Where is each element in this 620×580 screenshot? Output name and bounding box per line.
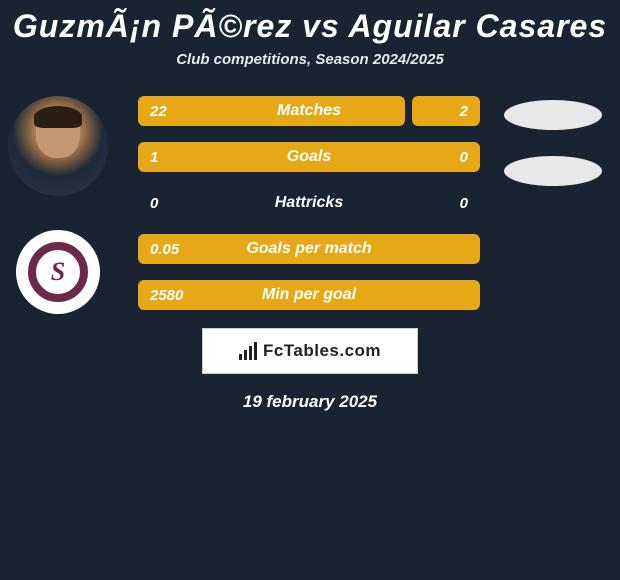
right-placeholder-column bbox=[504, 100, 602, 186]
club-badge: S bbox=[16, 230, 100, 314]
stat-right-bar: 2 bbox=[412, 96, 480, 126]
club-badge-letter: S bbox=[51, 257, 65, 287]
stat-row: 10Goals bbox=[138, 142, 480, 172]
stat-right-value: 0 bbox=[460, 149, 468, 166]
bar-chart-icon bbox=[239, 342, 257, 360]
club-badge-inner: S bbox=[28, 242, 88, 302]
date-text: 19 february 2025 bbox=[0, 392, 620, 412]
stat-right-value: 0 bbox=[450, 188, 480, 218]
player-avatar bbox=[8, 96, 108, 196]
placeholder-ellipse bbox=[504, 100, 602, 130]
stat-row: 00Hattricks bbox=[138, 188, 480, 218]
stat-left-value: 1 bbox=[150, 149, 158, 166]
stat-full-bar: 0.05 bbox=[138, 234, 480, 264]
page-title: GuzmÃ¡n PÃ©rez vs Aguilar Casares bbox=[0, 0, 620, 51]
stat-row: 2580Min per goal bbox=[138, 280, 480, 310]
placeholder-ellipse bbox=[504, 156, 602, 186]
left-avatar-column: S bbox=[8, 96, 108, 314]
stat-left-bar: 22 bbox=[138, 96, 405, 126]
stat-left-value: 0.05 bbox=[150, 241, 179, 258]
stat-rows: 222Matches10Goals00Hattricks0.05Goals pe… bbox=[138, 96, 480, 310]
page-subtitle: Club competitions, Season 2024/2025 bbox=[0, 51, 620, 96]
stat-left-value: 2580 bbox=[150, 287, 183, 304]
watermark-text: FcTables.com bbox=[263, 341, 381, 361]
watermark-box: FcTables.com bbox=[202, 328, 418, 374]
stat-row: 0.05Goals per match bbox=[138, 234, 480, 264]
stat-left-value: 0 bbox=[138, 188, 168, 218]
stat-row: 222Matches bbox=[138, 96, 480, 126]
stat-full-bar: 2580 bbox=[138, 280, 480, 310]
infographic-root: GuzmÃ¡n PÃ©rez vs Aguilar Casares Club c… bbox=[0, 0, 620, 412]
stat-full-bar: 10 bbox=[138, 142, 480, 172]
stats-area: S 222Matches10Goals00Hattricks0.05Goals … bbox=[0, 96, 620, 310]
